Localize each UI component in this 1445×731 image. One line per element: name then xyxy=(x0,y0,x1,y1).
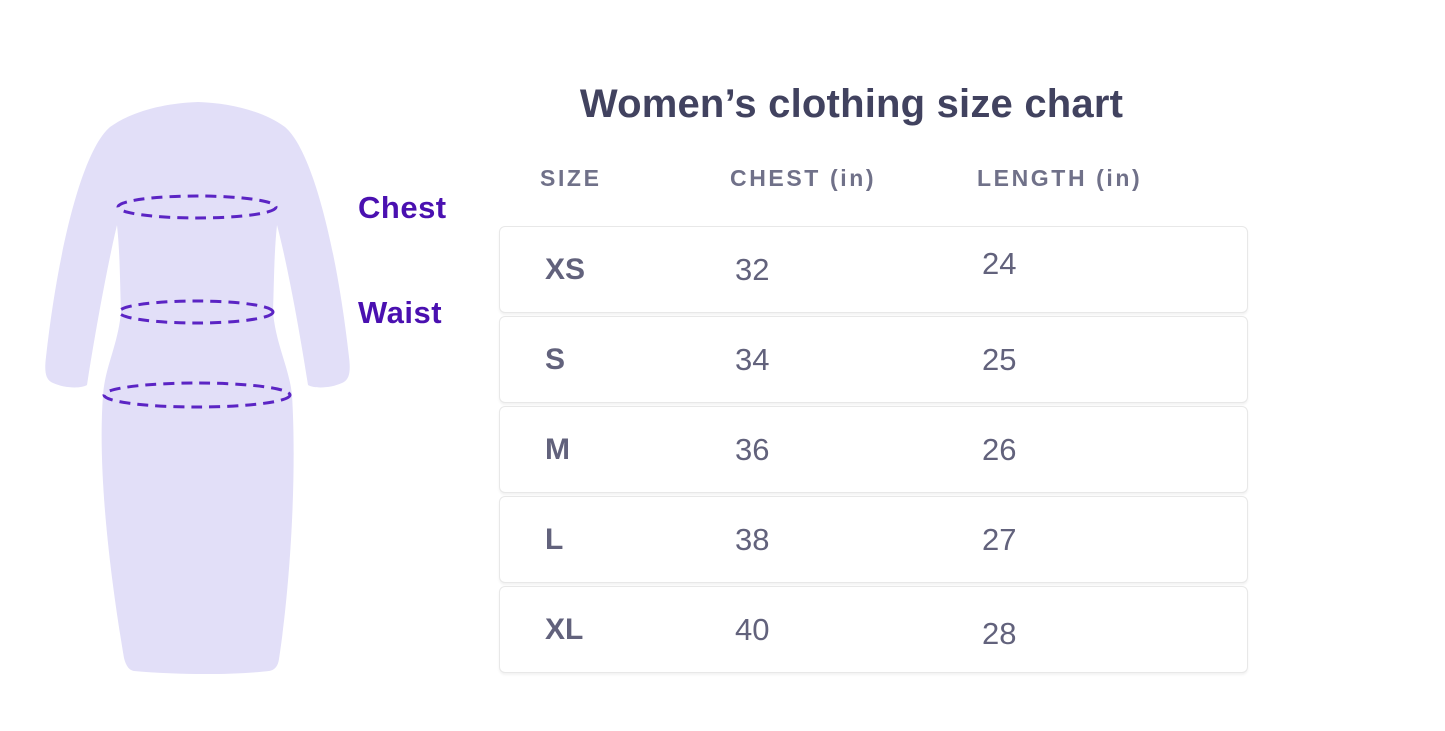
hip-measure-ellipse xyxy=(102,381,292,409)
size-value: S xyxy=(545,342,566,376)
length-value: 24 xyxy=(982,245,1017,281)
column-header-size: SIZE xyxy=(540,165,602,191)
table-row-l: L 38 27 xyxy=(499,496,1248,583)
chest-value: 40 xyxy=(735,611,770,647)
length-value: 26 xyxy=(982,431,1017,467)
chest-value: 38 xyxy=(735,521,770,557)
waist-label: Waist xyxy=(358,295,443,330)
table-row-m: M 36 26 xyxy=(499,406,1248,493)
dress-shape xyxy=(45,102,350,674)
table-body: XS 32 24 S 34 25 M 36 26 L 38 27 XL 40 xyxy=(499,226,1248,673)
page-title: Women’s clothing size chart xyxy=(579,82,1124,126)
table-row-xs: XS 32 24 xyxy=(499,226,1248,313)
size-table: SIZE CHEST (in) LENGTH (in) XS 32 24 S 3… xyxy=(499,165,1248,676)
length-value: 28 xyxy=(982,615,1017,651)
size-value: M xyxy=(545,432,570,466)
length-value: 27 xyxy=(982,521,1017,557)
size-value: L xyxy=(545,522,564,556)
table-header-row: SIZE CHEST (in) LENGTH (in) xyxy=(499,165,1248,192)
column-header-length: LENGTH (in) xyxy=(977,165,1143,191)
size-value: XS xyxy=(545,252,586,286)
chest-value: 32 xyxy=(735,251,770,287)
waist-measure-ellipse xyxy=(117,299,275,325)
chest-label: Chest xyxy=(358,190,447,225)
column-header-chest: CHEST (in) xyxy=(730,165,877,191)
table-row-s: S 34 25 xyxy=(499,316,1248,403)
length-value: 25 xyxy=(982,341,1017,377)
dress-silhouette-graphic xyxy=(45,102,350,674)
chest-measure-ellipse xyxy=(116,194,278,220)
size-value: XL xyxy=(545,612,584,646)
dress-illustration xyxy=(38,95,358,691)
chest-value: 36 xyxy=(735,431,770,467)
chest-value: 34 xyxy=(735,341,770,377)
table-row-xl: XL 40 28 xyxy=(499,586,1248,673)
